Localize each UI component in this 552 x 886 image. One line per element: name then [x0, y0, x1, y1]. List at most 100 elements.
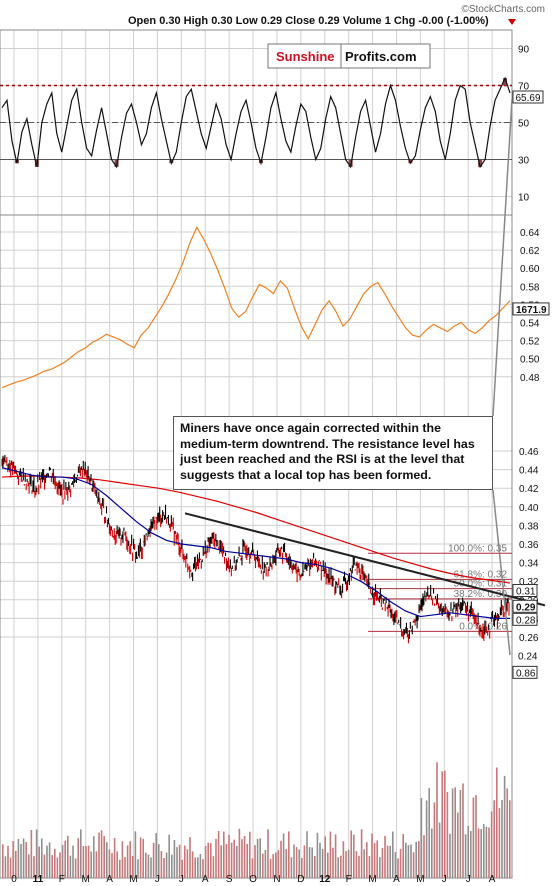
volume-bar — [54, 848, 56, 878]
volume-bar — [366, 842, 368, 878]
volume-bar — [472, 797, 475, 878]
volume-bar — [147, 854, 150, 878]
volume-bar — [280, 840, 282, 878]
volume-bar — [82, 845, 85, 878]
ratio-tick-label: 0.50 — [520, 355, 540, 366]
rsi-oversold-area — [114, 159, 119, 167]
volume-bar — [327, 852, 329, 878]
volume-bar — [132, 855, 134, 878]
volume-bar — [444, 770, 446, 878]
volume-bar — [506, 788, 508, 878]
volume-bar — [324, 836, 326, 878]
price-bars — [1, 455, 510, 644]
volume-bar — [246, 843, 248, 878]
ohlc-readout: Open 0.30 High 0.30 Low 0.29 Close 0.29 … — [128, 15, 489, 27]
volume-bar — [256, 838, 259, 878]
volume-bar — [43, 854, 46, 878]
price-tick-label: 0.38 — [519, 521, 539, 532]
volume-bar — [124, 857, 126, 878]
volume-bar — [194, 857, 196, 878]
volume-bar — [61, 844, 64, 878]
price-tick-label: 0.34 — [519, 559, 539, 570]
volume-bar — [340, 855, 342, 878]
volume-bar — [389, 845, 391, 878]
volume-bar — [345, 851, 347, 878]
rsi-tick-label: 30 — [518, 156, 530, 167]
price-tick-label: 0.26 — [519, 633, 539, 644]
volume-bar — [438, 822, 441, 878]
ma-last-value-box — [512, 612, 538, 626]
volume-bar — [77, 838, 79, 878]
volume-bar — [254, 845, 256, 878]
x-tick-label: J — [442, 874, 447, 885]
volume-bar — [353, 834, 355, 878]
volume-bar — [272, 854, 274, 878]
volume-bar — [360, 829, 363, 878]
volume-bar — [431, 828, 433, 878]
ratio-tick-label: 0.64 — [520, 228, 540, 239]
volume-bar — [319, 842, 321, 878]
volume-bar — [111, 853, 113, 878]
volume-last-value: 0.86 — [516, 668, 536, 679]
volume-bar — [368, 856, 371, 878]
volume-bar — [347, 849, 350, 878]
rsi-oversold-area — [478, 159, 483, 167]
volume-bar — [358, 855, 360, 878]
volume-bar — [230, 842, 233, 878]
x-tick-label: M — [129, 874, 137, 885]
volume-bar — [186, 849, 189, 878]
rsi-last-value: 65.69 — [515, 93, 540, 104]
x-tick-label: J — [179, 874, 184, 885]
volume-bar — [228, 834, 230, 878]
volume-bar — [303, 845, 306, 878]
volume-bar — [215, 838, 217, 878]
volume-bar — [420, 797, 423, 878]
volume-bar — [9, 857, 12, 878]
volume-bar — [355, 851, 358, 878]
volume-bar — [386, 845, 389, 878]
volume-bar — [441, 771, 443, 878]
volume-bar — [332, 847, 334, 878]
volume-bar — [204, 845, 207, 878]
ratio-tick-label: 0.62 — [520, 246, 540, 257]
volume-bar — [262, 853, 264, 878]
price-tick-label: 0.46 — [519, 447, 539, 458]
volume-bar — [475, 795, 477, 878]
volume-bar — [298, 849, 300, 878]
volume-bar — [329, 831, 332, 878]
ratio-last-value: 1671.9 — [516, 305, 547, 316]
volume-bar — [212, 856, 215, 878]
x-tick-label: S — [226, 874, 233, 885]
volume-bar — [202, 859, 204, 878]
volume-bar — [301, 858, 303, 878]
volume-bar — [121, 841, 124, 878]
volume-bar — [418, 841, 420, 878]
volume-bar — [210, 843, 212, 878]
price-tick-label: 0.42 — [519, 484, 539, 495]
fib-tag-value-box — [512, 584, 538, 597]
volume-bar — [168, 834, 170, 878]
price-tick-label: 0.40 — [519, 503, 539, 514]
volume-bar — [51, 855, 53, 878]
watermark: ©StockCharts.com — [461, 4, 545, 15]
volume-bar — [184, 845, 186, 878]
volume-bar — [85, 845, 87, 878]
volume-bar — [282, 833, 285, 878]
volume-bar — [467, 825, 469, 878]
price-tick-label: 0.36 — [519, 540, 539, 551]
volume-bar — [95, 851, 98, 878]
volume-bar — [113, 838, 116, 878]
price-last-value: 0.29 — [516, 602, 536, 613]
volume-bar — [449, 833, 451, 878]
volume-bar — [425, 800, 428, 878]
volume-bar — [59, 852, 61, 878]
volume-bar — [342, 841, 345, 878]
volume-bar — [371, 833, 373, 878]
volume-bar — [275, 852, 277, 878]
volume-bar — [373, 843, 376, 878]
last-value-tags: 1671.9 0.31 0.29 0.28 0.86 — [512, 302, 550, 679]
x-tick-label: F — [346, 874, 352, 885]
volume-bar — [17, 838, 20, 878]
volume-bar — [407, 845, 410, 878]
volume-bar — [176, 847, 178, 878]
